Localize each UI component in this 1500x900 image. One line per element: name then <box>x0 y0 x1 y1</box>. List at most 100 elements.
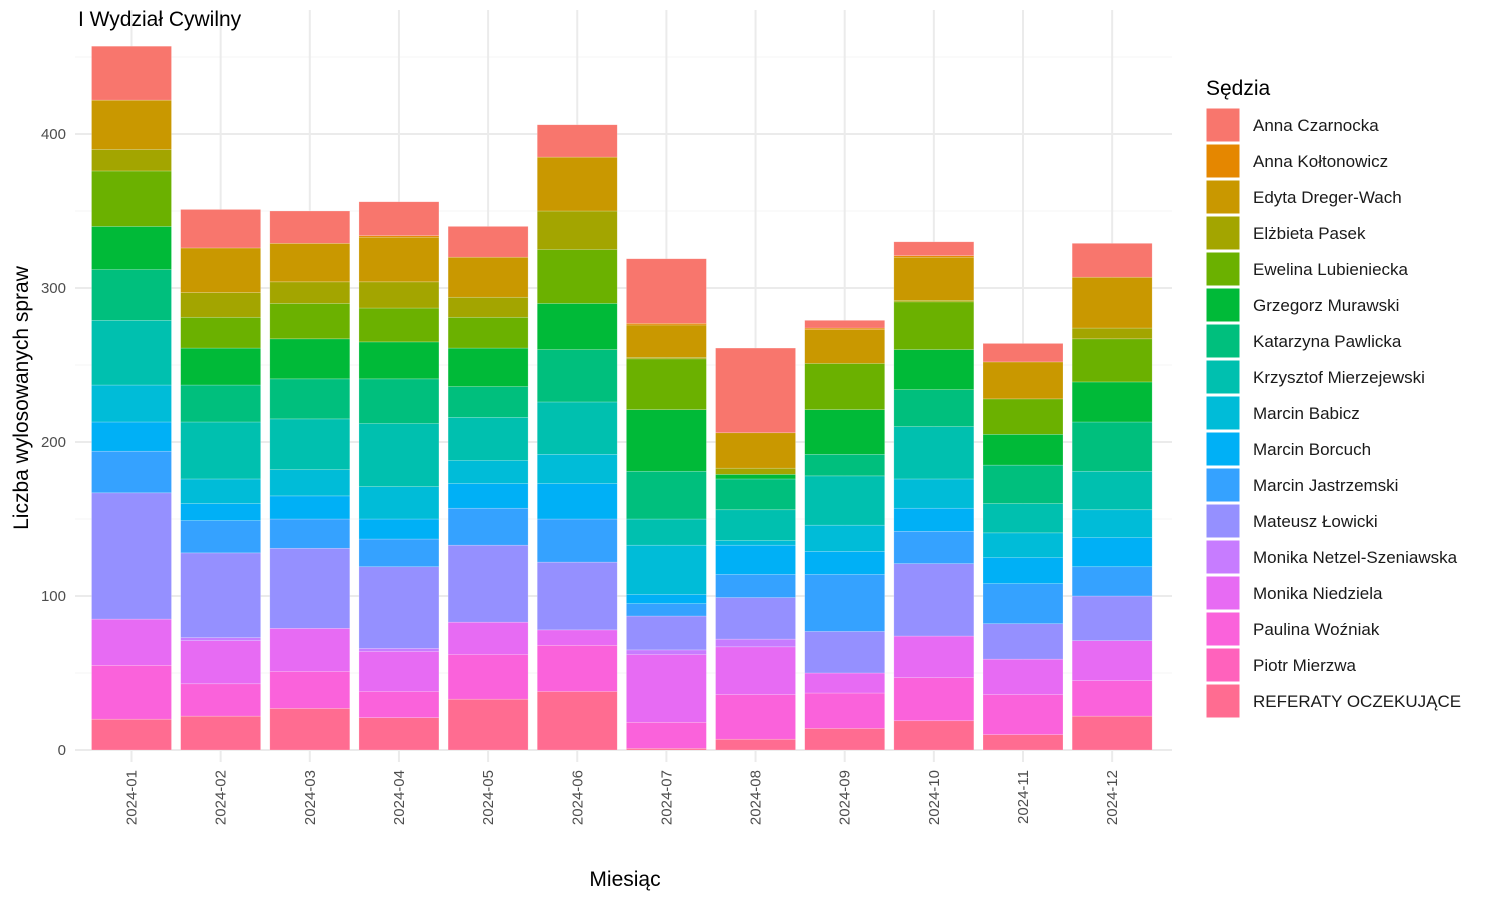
bar-segment <box>91 226 172 270</box>
bar-segment <box>91 492 172 620</box>
bar-segment <box>269 281 351 304</box>
bar-segment <box>1071 327 1153 340</box>
bar-segment <box>180 292 261 318</box>
bar-segment <box>447 347 529 387</box>
legend-swatch <box>1205 143 1241 179</box>
bar-segment <box>1071 470 1153 511</box>
bar-segment <box>715 544 796 575</box>
bar-segment <box>91 450 172 494</box>
bar-segment <box>893 349 975 390</box>
bar-segment <box>982 532 1064 558</box>
x-tick-label: 2024-06 <box>569 770 586 825</box>
bar-segment <box>715 509 796 541</box>
bar-segment <box>626 615 707 651</box>
legend-swatch <box>1205 467 1241 503</box>
legend-swatch <box>1205 215 1241 251</box>
bar-segment <box>804 363 886 410</box>
x-tick-label: 2024-03 <box>302 770 319 825</box>
legend-title: Sędzia <box>1206 77 1271 100</box>
legend-swatch <box>1205 179 1241 215</box>
bar-segment <box>180 384 261 423</box>
bar-segment <box>715 694 796 740</box>
bar-segment <box>269 547 351 629</box>
bar-segment <box>626 358 707 410</box>
bar-segment <box>804 728 886 751</box>
bar-segment <box>91 170 172 227</box>
bar-segment <box>1071 338 1153 383</box>
bar-segment <box>180 209 261 249</box>
legend-label: Ewelina Lubieniecka <box>1253 260 1409 279</box>
bar-segment <box>536 249 618 304</box>
bar-segment <box>536 644 618 692</box>
x-tick-label: 2024-05 <box>480 770 497 825</box>
legend: Sędzia Anna Czarnocka Anna Kołtonowicz Edy… <box>1205 77 1461 719</box>
bar-segment <box>269 708 351 751</box>
bar-segment <box>536 401 618 455</box>
bar-segment <box>536 124 618 158</box>
bar-segment <box>358 236 440 283</box>
bar-segment <box>447 483 529 509</box>
bar-segment <box>180 637 261 641</box>
bar-segment <box>358 341 440 380</box>
bar-segment <box>715 638 796 648</box>
bar-segment <box>715 347 796 434</box>
legend-swatch <box>1205 575 1241 611</box>
y-tick-label: 100 <box>41 588 66 605</box>
bar-segment <box>447 544 529 623</box>
bar-segment <box>982 583 1064 625</box>
bar-segment <box>358 307 440 343</box>
bar-segment <box>91 618 172 666</box>
bar-segment <box>715 467 796 475</box>
bar-segment <box>893 426 975 480</box>
bar-segment <box>804 692 886 729</box>
bar-segment <box>536 483 618 520</box>
bars <box>91 45 1153 751</box>
y-tick-label: 0 <box>58 742 66 759</box>
bar-segment <box>893 720 975 751</box>
bar-segment <box>715 432 796 469</box>
legend-swatch <box>1205 647 1241 683</box>
legend-label: Piotr Mierzwa <box>1253 656 1357 675</box>
legend-swatch <box>1205 359 1241 395</box>
bar-segment <box>180 316 261 349</box>
legend-swatch <box>1205 611 1241 647</box>
bar-segment <box>1071 537 1153 568</box>
legend-label: Mateusz Łowicki <box>1253 512 1378 531</box>
legend-label: Anna Czarnocka <box>1253 116 1379 135</box>
legend-swatch <box>1205 503 1241 539</box>
legend-label: Grzegorz Murawski <box>1253 296 1399 315</box>
bar-segment <box>91 99 172 150</box>
bar-segment <box>91 718 172 751</box>
legend-label: Edyta Dreger-Wach <box>1253 188 1402 207</box>
x-tick-label: 2024-02 <box>213 770 230 825</box>
bar-segment <box>536 210 618 250</box>
bar-segment <box>893 635 975 678</box>
bar-segment <box>269 378 351 420</box>
bar-segment <box>180 347 261 386</box>
bar-segment <box>893 677 975 722</box>
bar-segment <box>982 433 1064 466</box>
x-axis-title: Miesiąc <box>589 868 660 891</box>
x-tick-label: 2024-04 <box>391 770 408 825</box>
bar-segment <box>804 329 886 364</box>
bar-segment <box>91 384 172 423</box>
bar-segment <box>91 149 172 172</box>
bar-segment <box>269 210 351 244</box>
bar-segment <box>715 597 796 640</box>
y-axis-title: Liczba wylosowanych spraw <box>10 265 33 530</box>
x-tick-label: 2024-11 <box>1015 770 1032 824</box>
bar-segment <box>982 694 1064 735</box>
bar-segment <box>1071 680 1153 717</box>
legend-swatch <box>1205 683 1241 719</box>
bar-segment <box>1071 566 1153 597</box>
bar-segment <box>626 654 707 723</box>
bar-segment <box>447 256 529 298</box>
x-tick-label: 2024-01 <box>124 770 141 825</box>
bar-segment <box>358 518 440 540</box>
bar-segment <box>982 464 1064 504</box>
bar-segment <box>447 698 529 751</box>
bar-segment <box>626 603 707 617</box>
bar-segment <box>715 574 796 598</box>
bar-segment <box>715 474 796 480</box>
